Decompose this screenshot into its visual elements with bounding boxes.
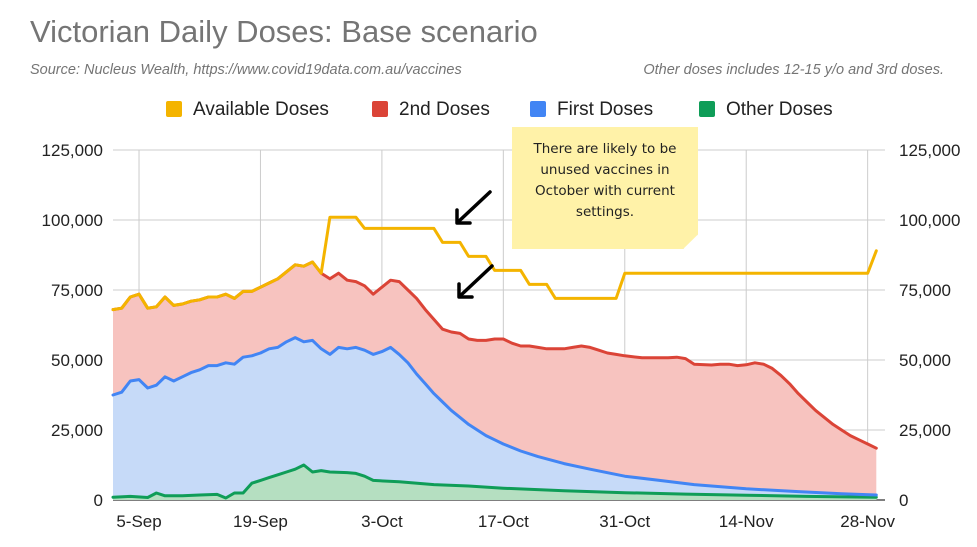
y-tick-label-right: 75,000 (899, 281, 951, 300)
chart-title: Victorian Daily Doses: Base scenario (30, 14, 538, 49)
legend-swatch-other (699, 101, 715, 117)
legend-label-other: Other Doses (726, 99, 833, 120)
y-tick-label-left: 0 (94, 491, 103, 510)
annotation-arrows (455, 190, 494, 299)
area-first-doses (113, 337, 877, 500)
x-tick-label: 5-Sep (116, 512, 161, 531)
area-other-doses (113, 465, 877, 500)
x-tick-label: 19-Sep (233, 512, 288, 531)
series-lines (111, 215, 878, 500)
annotation-text: There are likely to be unused vaccines i… (533, 141, 677, 220)
y-tick-label-right: 50,000 (899, 351, 951, 370)
y-tick-label-left: 25,000 (51, 421, 103, 440)
y-tick-label-left: 75,000 (51, 281, 103, 300)
x-tick-label: 31-Oct (599, 512, 650, 531)
legend-label-first: First Doses (557, 99, 653, 120)
legend: Available Doses 2nd Doses First Doses Other… (166, 99, 833, 120)
arrow-upper (456, 190, 492, 224)
y-tick-label-left: 125,000 (42, 141, 103, 160)
legend-swatch-available (166, 101, 182, 117)
arrow-lower (458, 264, 494, 298)
chart-note: Other doses includes 12-15 y/o and 3rd d… (643, 62, 944, 78)
x-tick-label: 17-Oct (478, 512, 529, 531)
legend-label-second: 2nd Doses (399, 99, 490, 120)
arrow-upper-head (455, 208, 472, 225)
annotation-sticky-note: There are likely to be unused vaccines i… (512, 127, 698, 249)
x-tick-label: 28-Nov (840, 512, 895, 531)
y-tick-label-left: 100,000 (42, 211, 103, 230)
arrow-lower-head (457, 282, 474, 299)
axis-labels: 0 0 25,000 25,000 50,000 50,000 75,000 75,000 10… (42, 141, 961, 531)
y-tick-label-right: 125,000 (899, 141, 960, 160)
chart-source: Source: Nucleus Wealth, https://www.covi… (30, 62, 462, 78)
y-tick-label-right: 0 (899, 491, 908, 510)
line-other-doses (111, 463, 878, 500)
legend-swatch-second (372, 101, 388, 117)
legend-swatch-first (530, 101, 546, 117)
y-tick-label-right: 25,000 (899, 421, 951, 440)
line-available-doses (111, 215, 878, 312)
x-tick-label: 3-Oct (361, 512, 403, 531)
y-tick-label-left: 50,000 (51, 351, 103, 370)
series-areas (113, 262, 877, 500)
y-tick-label-right: 100,000 (899, 211, 960, 230)
x-tick-label: 14-Nov (719, 512, 774, 531)
legend-label-available: Available Doses (193, 99, 329, 120)
line-first-doses (111, 336, 878, 497)
